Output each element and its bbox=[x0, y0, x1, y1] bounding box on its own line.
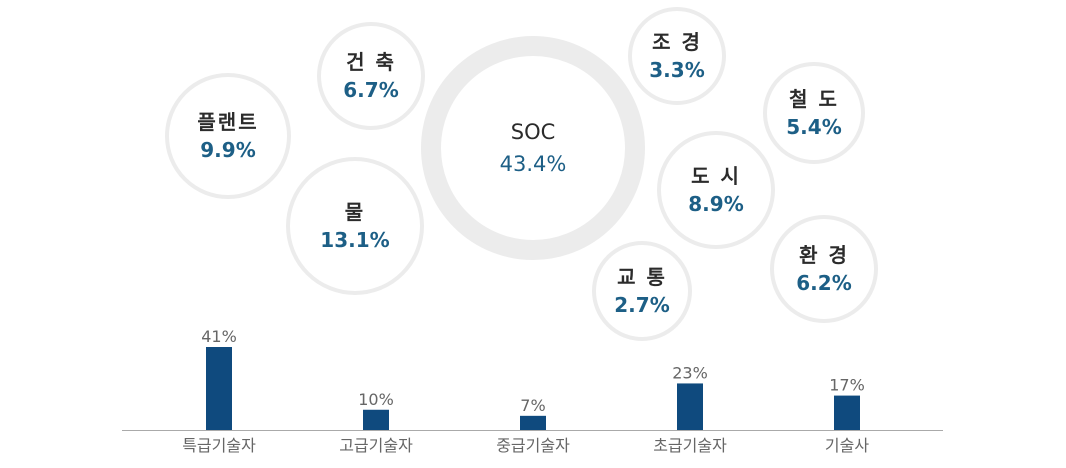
category-label-2: 고급기술자 bbox=[339, 436, 413, 455]
bar-value-label-4: 23% bbox=[672, 363, 708, 382]
bubble-soc-name: SOC bbox=[510, 120, 556, 144]
category-label-3: 중급기술자 bbox=[496, 436, 570, 455]
bubble-traffic-pct: 2.7% bbox=[614, 293, 670, 317]
bubble-env-pct: 6.2% bbox=[796, 271, 852, 295]
bubble-urban-pct: 8.9% bbox=[688, 192, 744, 216]
bubble-land-pct: 3.3% bbox=[649, 58, 705, 82]
bubble-plant: 플랜트 9.9% bbox=[165, 73, 291, 199]
bar-4 bbox=[677, 383, 703, 430]
bubble-env: 환 경 6.2% bbox=[770, 215, 878, 323]
bar-value-label-2: 10% bbox=[358, 390, 394, 409]
bubble-arch-pct: 6.7% bbox=[343, 78, 399, 102]
bubble-urban-name: 도 시 bbox=[691, 164, 741, 188]
category-label-1: 특급기술자 bbox=[182, 436, 256, 455]
bubble-rail-pct: 5.4% bbox=[786, 115, 842, 139]
bubble-water-name: 물 bbox=[344, 200, 366, 224]
bar-1 bbox=[206, 347, 232, 430]
bubble-urban: 도 시 8.9% bbox=[657, 131, 775, 249]
bubble-plant-pct: 9.9% bbox=[200, 138, 256, 162]
bubble-traffic-name: 교 통 bbox=[617, 265, 667, 289]
bubble-rail: 철 도 5.4% bbox=[763, 62, 865, 164]
category-label-5: 기술사 bbox=[825, 436, 869, 455]
category-label-4: 초급기술자 bbox=[653, 436, 727, 455]
bar-value-label-5: 17% bbox=[829, 376, 865, 395]
bar-2 bbox=[363, 409, 389, 430]
bar-3 bbox=[520, 415, 546, 430]
bubble-water-pct: 13.1% bbox=[320, 228, 390, 252]
bubble-land-name: 조 경 bbox=[652, 30, 702, 54]
bubble-land: 조 경 3.3% bbox=[628, 7, 726, 105]
bar-5 bbox=[834, 395, 860, 430]
bubble-soc-pct: 43.4% bbox=[499, 152, 567, 176]
bubble-water: 물 13.1% bbox=[286, 157, 424, 295]
bubble-env-name: 환 경 bbox=[799, 243, 849, 267]
bubble-rail-name: 철 도 bbox=[789, 87, 839, 111]
bubble-arch-name: 건 축 bbox=[346, 50, 396, 74]
bar-value-label-1: 41% bbox=[201, 327, 237, 346]
bubble-plant-name: 플랜트 bbox=[197, 110, 259, 134]
bubble-traffic: 교 통 2.7% bbox=[592, 241, 692, 341]
bubble-arch: 건 축 6.7% bbox=[317, 22, 425, 130]
bar-value-label-3: 7% bbox=[520, 396, 545, 415]
